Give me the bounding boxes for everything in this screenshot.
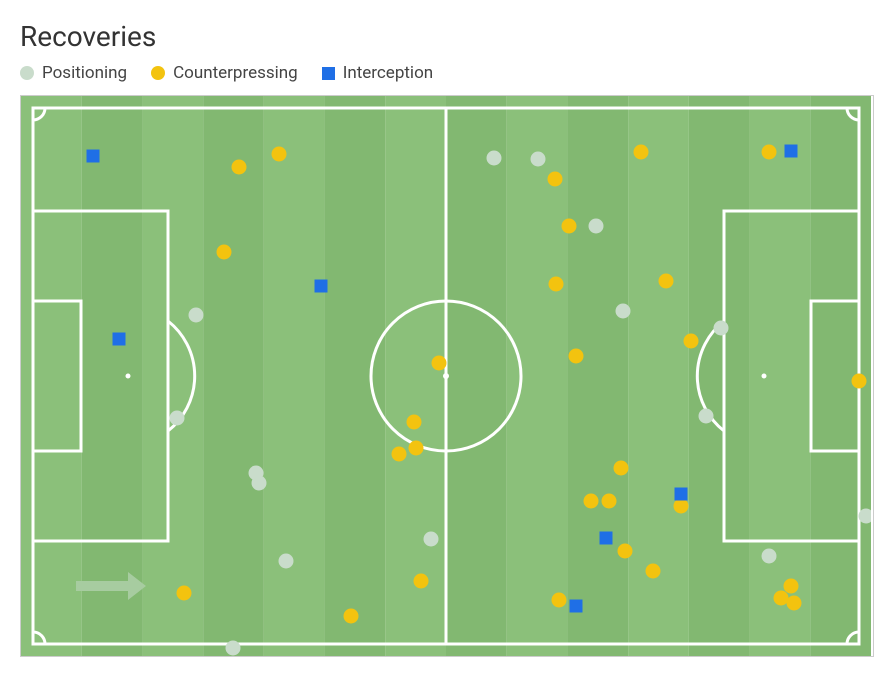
event-positioning (699, 409, 714, 424)
event-counterpressing (562, 219, 577, 234)
event-positioning (589, 219, 604, 234)
event-counterpressing (344, 609, 359, 624)
event-counterpressing (602, 494, 617, 509)
event-counterpressing (659, 274, 674, 289)
event-positioning (226, 641, 241, 656)
event-positioning (252, 476, 267, 491)
event-counterpressing (569, 349, 584, 364)
legend-label: Interception (343, 63, 433, 83)
event-counterpressing (414, 574, 429, 589)
event-positioning (616, 304, 631, 319)
event-counterpressing (409, 441, 424, 456)
event-positioning (170, 411, 185, 426)
pitch-map (21, 96, 871, 656)
event-interception (113, 333, 126, 346)
interception-marker-icon (322, 67, 335, 80)
event-counterpressing (548, 172, 563, 187)
event-interception (785, 145, 798, 158)
legend-label: Counterpressing (173, 63, 298, 83)
event-counterpressing (232, 160, 247, 175)
event-counterpressing (634, 145, 649, 160)
event-counterpressing (852, 374, 867, 389)
event-positioning (762, 549, 777, 564)
legend-item-positioning: Positioning (20, 63, 127, 83)
event-counterpressing (646, 564, 661, 579)
event-counterpressing (787, 596, 802, 611)
event-positioning (279, 554, 294, 569)
event-positioning (189, 308, 204, 323)
chart-title: Recoveries (20, 20, 874, 53)
event-interception (675, 488, 688, 501)
event-interception (87, 150, 100, 163)
counterpressing-marker-icon (151, 66, 165, 80)
event-counterpressing (774, 591, 789, 606)
event-counterpressing (217, 245, 232, 260)
event-counterpressing (614, 461, 629, 476)
legend-label: Positioning (42, 63, 127, 83)
legend: Positioning Counterpressing Interception (20, 63, 874, 83)
event-counterpressing (552, 593, 567, 608)
event-counterpressing (177, 586, 192, 601)
event-positioning (714, 321, 729, 336)
event-interception (570, 600, 583, 613)
legend-item-counterpressing: Counterpressing (151, 63, 298, 83)
legend-item-interception: Interception (322, 63, 433, 83)
event-counterpressing (432, 356, 447, 371)
event-interception (315, 280, 328, 293)
pitch-container (20, 95, 874, 657)
event-counterpressing (392, 447, 407, 462)
event-positioning (531, 152, 546, 167)
event-counterpressing (549, 277, 564, 292)
event-counterpressing (684, 334, 699, 349)
event-counterpressing (618, 544, 633, 559)
positioning-marker-icon (20, 66, 34, 80)
event-interception (600, 532, 613, 545)
event-counterpressing (407, 415, 422, 430)
event-counterpressing (584, 494, 599, 509)
event-counterpressing (674, 499, 689, 514)
event-counterpressing (784, 579, 799, 594)
event-positioning (424, 532, 439, 547)
event-counterpressing (762, 145, 777, 160)
event-counterpressing (272, 147, 287, 162)
event-positioning (487, 151, 502, 166)
